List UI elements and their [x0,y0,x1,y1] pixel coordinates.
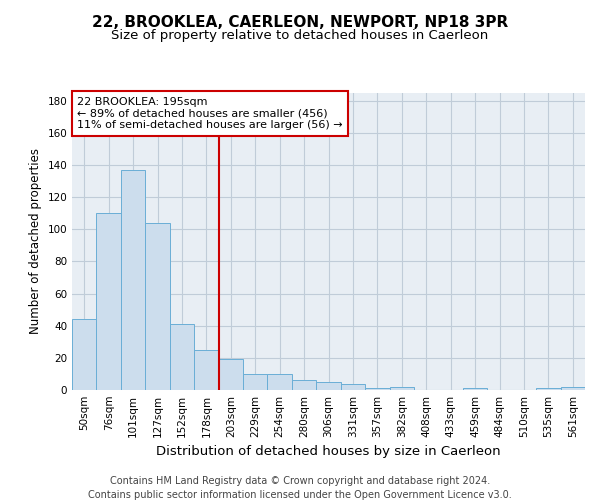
Bar [463,388,487,390]
Bar [560,387,585,390]
Bar [292,380,316,390]
Bar [341,384,365,390]
Text: Size of property relative to detached houses in Caerleon: Size of property relative to detached ho… [112,30,488,43]
Bar [170,324,194,390]
Y-axis label: Number of detached properties: Number of detached properties [29,148,42,334]
Bar [145,223,170,390]
Bar [97,213,121,390]
Text: 22 BROOKLEA: 195sqm
← 89% of detached houses are smaller (456)
11% of semi-detac: 22 BROOKLEA: 195sqm ← 89% of detached ho… [77,97,343,130]
Bar [121,170,145,390]
Bar [268,374,292,390]
Text: Contains HM Land Registry data © Crown copyright and database right 2024.
Contai: Contains HM Land Registry data © Crown c… [88,476,512,500]
Bar [316,382,341,390]
Bar [365,388,389,390]
Bar [218,360,243,390]
Bar [72,319,97,390]
Bar [389,387,414,390]
Bar [243,374,268,390]
Bar [536,388,560,390]
Text: 22, BROOKLEA, CAERLEON, NEWPORT, NP18 3PR: 22, BROOKLEA, CAERLEON, NEWPORT, NP18 3P… [92,15,508,30]
X-axis label: Distribution of detached houses by size in Caerleon: Distribution of detached houses by size … [156,446,501,458]
Bar [194,350,218,390]
